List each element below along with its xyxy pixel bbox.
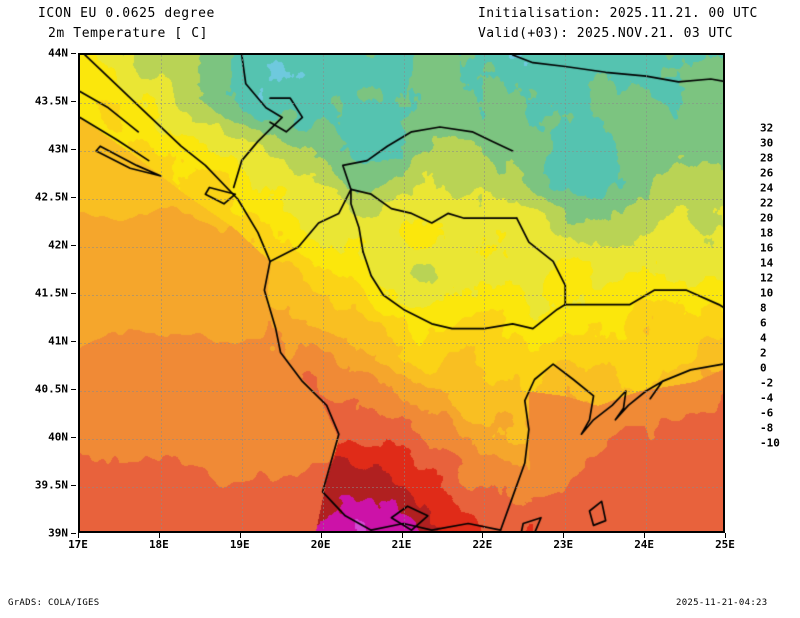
- x-tick: [320, 533, 322, 538]
- x-tick-label: 22E: [472, 538, 493, 551]
- colorbar-tick-label: 24: [760, 181, 774, 195]
- graticule-parallel: [80, 151, 723, 152]
- y-tick-label: 42.5N: [34, 190, 68, 204]
- colorbar-tick-label: 4: [760, 331, 767, 345]
- colorbar-tick-label: 10: [760, 286, 774, 300]
- y-tick: [71, 53, 76, 54]
- y-tick: [71, 149, 76, 150]
- graticule-meridian: [322, 55, 324, 531]
- colorbar-tick-label: 2: [760, 346, 767, 360]
- x-tick-label: 21E: [391, 538, 412, 551]
- y-tick-label: 41N: [48, 334, 68, 348]
- x-tick: [482, 533, 484, 538]
- y-tick: [71, 341, 76, 342]
- colorbar-tick-label: -6: [760, 406, 774, 420]
- colorbar-tick-label: 20: [760, 211, 774, 225]
- y-tick: [71, 533, 76, 534]
- page-title-model: ICON EU 0.0625 degree: [38, 6, 215, 21]
- colorbar-tick-label: 30: [760, 136, 774, 150]
- graticule-meridian: [565, 55, 567, 531]
- y-tick-label: 44N: [48, 46, 68, 60]
- colorbar-tick-label: -10: [760, 436, 780, 450]
- colorbar-tick-label: 16: [760, 241, 774, 255]
- colorbar-tick-label: -8: [760, 421, 774, 435]
- x-tick: [563, 533, 565, 538]
- y-tick: [71, 293, 76, 294]
- x-tick: [725, 533, 726, 538]
- y-tick-label: 43.5N: [34, 94, 68, 108]
- x-tick: [78, 533, 79, 538]
- x-tick-label: 19E: [229, 538, 250, 551]
- colorbar-tick-label: 8: [760, 301, 767, 315]
- y-tick-label: 42N: [48, 238, 68, 252]
- graticule-meridian: [241, 55, 243, 531]
- timestamp-label: 2025-11-21-04:23: [676, 598, 768, 608]
- y-tick: [71, 101, 76, 102]
- graticule-parallel: [80, 103, 723, 104]
- x-tick: [401, 533, 403, 538]
- graticule-parallel: [80, 199, 723, 200]
- colorbar: 32 30 28 26 24 22 20 18 16 14 12 10 8 6 4 2 0 -2 -4 -6 -8 -10: [740, 0, 800, 450]
- graticule-meridian: [646, 55, 648, 531]
- x-tick-label: 18E: [148, 538, 169, 551]
- colorbar-tick-label: 6: [760, 316, 767, 330]
- map-plot-area: [78, 53, 725, 533]
- x-tick-label: 24E: [634, 538, 655, 551]
- graticule-parallel: [80, 295, 723, 296]
- graticule-meridian: [160, 55, 162, 531]
- y-tick-label: 40N: [48, 430, 68, 444]
- x-tick-label: 23E: [553, 538, 574, 551]
- y-tick: [71, 245, 76, 246]
- colorbar-tick-label: 28: [760, 151, 774, 165]
- graticule-parallel: [80, 487, 723, 488]
- graticule-parallel: [80, 343, 723, 344]
- colorbar-tick-label: 32: [760, 121, 774, 135]
- y-tick-label: 40.5N: [34, 382, 68, 396]
- y-tick-label: 39N: [48, 526, 68, 540]
- y-tick: [71, 389, 76, 390]
- x-tick: [158, 533, 160, 538]
- x-tick-label: 17E: [68, 538, 88, 551]
- y-tick: [71, 485, 76, 486]
- x-tick-label: 20E: [310, 538, 331, 551]
- colorbar-tick-label: 22: [760, 196, 774, 210]
- y-tick: [71, 197, 76, 198]
- graticule-parallel: [80, 391, 723, 392]
- x-tick: [644, 533, 646, 538]
- coastline-overlay: [80, 55, 723, 531]
- x-tick-label: 25E: [715, 538, 735, 551]
- y-tick: [71, 437, 76, 438]
- colorbar-tick-label: 26: [760, 166, 774, 180]
- y-tick-label: 43N: [48, 142, 68, 156]
- colorbar-tick-label: 12: [760, 271, 774, 285]
- colorbar-tick-label: -4: [760, 391, 774, 405]
- colorbar-tick-label: 18: [760, 226, 774, 240]
- graticule-meridian: [484, 55, 486, 531]
- y-tick-label: 41.5N: [34, 286, 68, 300]
- graticule-meridian: [403, 55, 405, 531]
- y-tick-label: 39.5N: [34, 478, 68, 492]
- x-tick: [239, 533, 241, 538]
- colorbar-tick-label: 0: [760, 361, 767, 375]
- credit-label: GrADS: COLA/IGES: [8, 598, 100, 608]
- colorbar-tick-label: -2: [760, 376, 774, 390]
- page-title-variable: 2m Temperature [ C]: [48, 26, 209, 41]
- graticule: [80, 55, 723, 531]
- graticule-parallel: [80, 439, 723, 440]
- graticule-parallel: [80, 247, 723, 248]
- initialisation-label: Initialisation: 2025.11.21. 00 UTC: [478, 6, 758, 21]
- colorbar-tick-label: 14: [760, 256, 774, 270]
- valid-time-label: Valid(+03): 2025.NOV.21. 03 UTC: [478, 26, 734, 41]
